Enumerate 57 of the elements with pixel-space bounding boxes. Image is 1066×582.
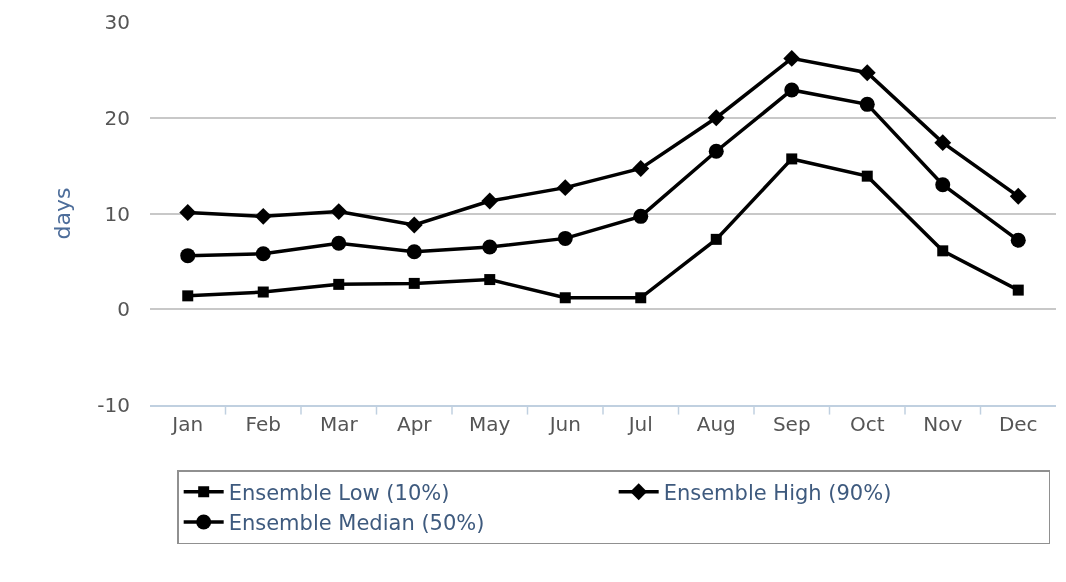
y-tick-label: 30 bbox=[104, 10, 130, 34]
legend-label: Ensemble Low (10%) bbox=[228, 480, 450, 505]
point bbox=[481, 192, 499, 210]
legend-label: Ensemble High (90%) bbox=[663, 480, 892, 505]
point bbox=[255, 246, 271, 262]
x-tick-label: Dec bbox=[998, 411, 1038, 436]
x-tick-label: Mar bbox=[319, 411, 359, 436]
point bbox=[632, 160, 650, 177]
point bbox=[937, 245, 949, 257]
point bbox=[257, 286, 269, 298]
point bbox=[1010, 232, 1026, 248]
legend-label: Ensemble Median (50%) bbox=[228, 511, 485, 536]
x-tick-label: Sep bbox=[772, 411, 811, 436]
x-tick-label: Jul bbox=[626, 411, 653, 436]
point bbox=[559, 292, 571, 304]
point bbox=[784, 82, 800, 98]
x-tick-label: Aug bbox=[696, 411, 736, 436]
point bbox=[482, 239, 498, 255]
point bbox=[182, 290, 194, 302]
point bbox=[710, 233, 722, 245]
point bbox=[635, 292, 647, 304]
point bbox=[1012, 284, 1024, 296]
x-tick-label: Oct bbox=[849, 411, 885, 436]
point bbox=[405, 216, 423, 234]
point bbox=[179, 204, 197, 221]
x-tick-label: Nov bbox=[923, 411, 963, 436]
point bbox=[859, 96, 875, 112]
y-tick-label: 20 bbox=[104, 105, 130, 130]
point bbox=[180, 248, 196, 264]
y-tick-label: -10 bbox=[97, 393, 130, 417]
point bbox=[333, 278, 345, 290]
point bbox=[556, 179, 574, 197]
y-tick-label: 0 bbox=[117, 297, 130, 322]
point bbox=[408, 277, 420, 289]
point bbox=[934, 134, 952, 152]
point bbox=[783, 49, 801, 67]
point bbox=[786, 153, 798, 165]
point bbox=[633, 208, 649, 224]
point bbox=[707, 109, 725, 127]
x-tick-label: Apr bbox=[396, 411, 433, 436]
y-axis-title: days bbox=[50, 187, 76, 240]
point bbox=[406, 244, 422, 260]
point bbox=[708, 143, 724, 159]
point bbox=[861, 170, 873, 182]
point bbox=[557, 230, 573, 246]
x-tick-label: Jun bbox=[547, 411, 581, 436]
x-tick-label: May bbox=[469, 411, 511, 436]
point bbox=[331, 235, 347, 251]
point bbox=[254, 207, 272, 225]
point bbox=[1009, 187, 1027, 205]
x-tick-label: Jan bbox=[170, 411, 204, 436]
point bbox=[330, 203, 348, 221]
point bbox=[935, 177, 951, 193]
point bbox=[858, 64, 876, 82]
x-tick-label: Feb bbox=[245, 411, 281, 436]
y-tick-label: 10 bbox=[104, 201, 130, 226]
point bbox=[484, 274, 496, 286]
